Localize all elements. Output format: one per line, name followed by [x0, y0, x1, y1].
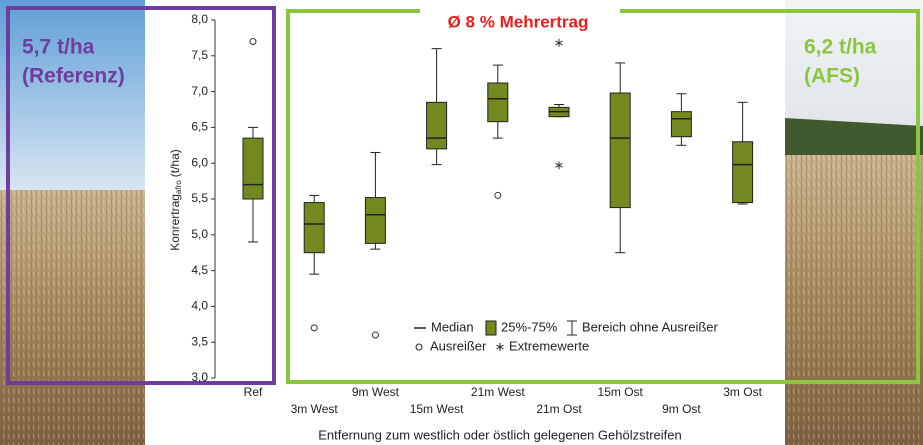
x-tick-label: 15m West [410, 402, 464, 416]
x-axis-title: Entfernung zum westlich oder östlich gel… [318, 427, 682, 442]
y-tick-label: 5,5 [191, 191, 208, 205]
y-label: Konrertrag [168, 194, 182, 251]
y-tick-label: 4,0 [191, 299, 208, 313]
y-label-unit: (t/ha) [168, 149, 182, 177]
ref-label: (Referenz) [22, 65, 125, 88]
outlier [494, 191, 502, 199]
legend-box-symbol [485, 320, 497, 336]
x-tick-label: Ref [244, 385, 263, 399]
y-label-sub: afro [174, 180, 183, 194]
y-tick-label: 5,0 [191, 227, 208, 241]
y-tick-label: 6,5 [191, 120, 208, 134]
legend-whisker-symbol [567, 320, 577, 336]
legend-outlier: Ausreißer [430, 338, 487, 353]
x-tick-label: 21m Ost [536, 402, 582, 416]
box [303, 202, 325, 254]
box [487, 82, 509, 123]
photo-left [0, 0, 145, 445]
afs-value: 6,2 t/ha [804, 36, 877, 59]
y-tick-label: 7,0 [191, 84, 208, 98]
x-tick-label: 3m Ost [723, 385, 762, 399]
x-tick-label: 9m West [352, 385, 400, 399]
x-tick-label: 21m West [471, 385, 525, 399]
reference-frame [6, 6, 276, 385]
photo-right [785, 0, 923, 445]
y-tick-label: 4,5 [191, 263, 208, 277]
legend-extreme-symbol [496, 343, 504, 351]
x-tick-label: 3m West [291, 402, 339, 416]
x-tick-label: 9m Ost [662, 402, 701, 416]
extreme [555, 161, 563, 170]
ref-value: 5,7 t/ha [22, 36, 95, 59]
y-tick-label: 7,5 [191, 48, 208, 62]
outlier [310, 324, 318, 332]
box [670, 111, 692, 138]
legend-box: 25%-75% [501, 319, 558, 334]
box [609, 92, 631, 209]
legend: Median 25%-75% Bereich ohne Ausreißer Au… [414, 319, 719, 353]
box [426, 101, 448, 150]
y-tick-label: 6,0 [191, 155, 208, 169]
y-tick-label: 8,0 [191, 12, 208, 26]
legend-median: Median [431, 319, 474, 334]
box [732, 141, 754, 204]
legend-extreme: Extremewerte [509, 338, 589, 353]
y-axis-title: Konrertragafro (t/ha) [168, 149, 183, 251]
y-tick-label: 3,0 [191, 370, 208, 384]
title: Ø 8 % Mehrertrag [448, 12, 589, 31]
outlier [249, 37, 257, 45]
extreme [555, 38, 563, 47]
x-tick-label: 15m Ost [598, 385, 644, 399]
box [242, 137, 264, 200]
outlier [371, 331, 379, 339]
afs-label: (AFS) [804, 65, 860, 88]
legend-outlier-symbol [415, 343, 423, 351]
legend-whisker: Bereich ohne Ausreißer [582, 319, 719, 334]
title-bg [420, 6, 620, 38]
box [364, 197, 386, 244]
y-tick-label: 3,5 [191, 334, 208, 348]
